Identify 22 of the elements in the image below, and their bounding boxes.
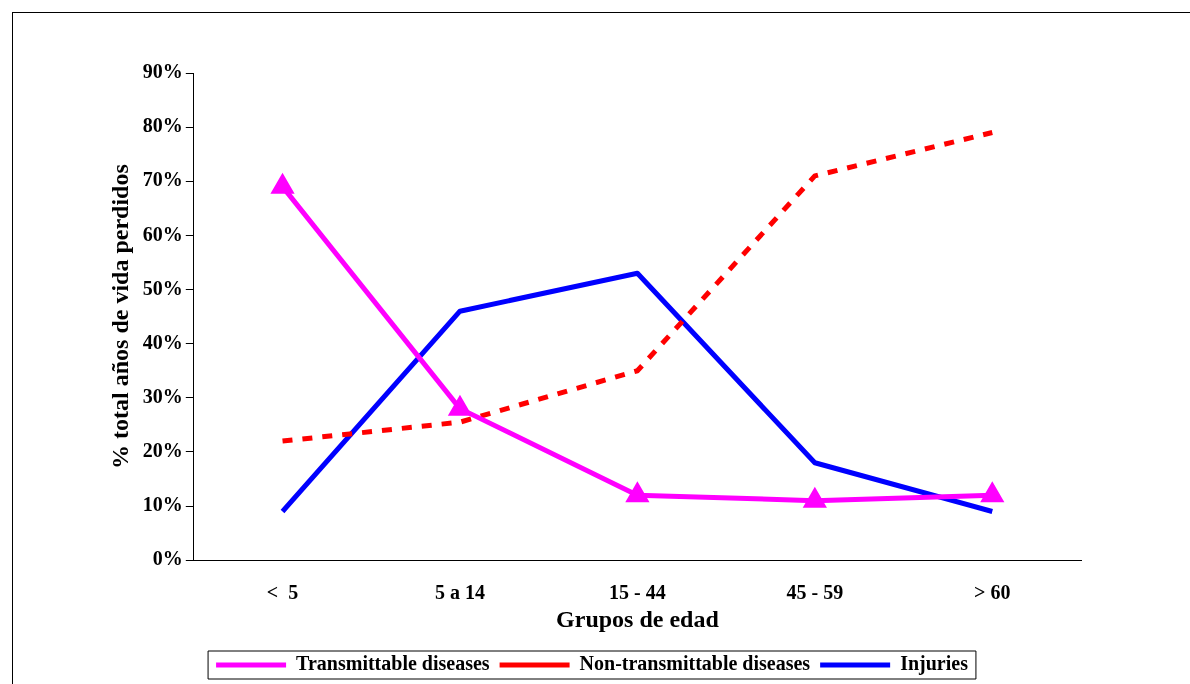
point [980, 481, 1005, 503]
y-tick-label: 60% [142, 222, 183, 245]
y-axis-title: % total años de vida perdidos [106, 164, 133, 469]
y-tick-label: 80% [142, 114, 183, 137]
point [625, 481, 650, 503]
y-tick-label: 70% [142, 168, 183, 191]
y-tick-label: 20% [142, 439, 183, 462]
x-axis-title: Grupos de edad [556, 605, 720, 632]
legend-label: Injuries [900, 652, 969, 676]
x-tick-label: 5 a 14 [434, 581, 485, 604]
y-tick-label: 10% [142, 493, 183, 516]
y-tick-label: 30% [142, 384, 183, 407]
y-tick-label: 50% [142, 276, 183, 299]
legend-label: Transmittable diseases [296, 652, 490, 675]
y-tick-label: 40% [142, 330, 183, 353]
x-tick-label: < 5 [266, 581, 299, 604]
x-tick-label: 15 - 44 [609, 581, 666, 604]
x-tick-label: 45 - 59 [786, 581, 844, 604]
y-tick-label: 90% [142, 60, 183, 83]
legend-label: Non-transmittable diseases [579, 652, 811, 675]
x-tick-label: > 60 [974, 581, 1011, 604]
y-tick-label: 0% [152, 547, 183, 570]
